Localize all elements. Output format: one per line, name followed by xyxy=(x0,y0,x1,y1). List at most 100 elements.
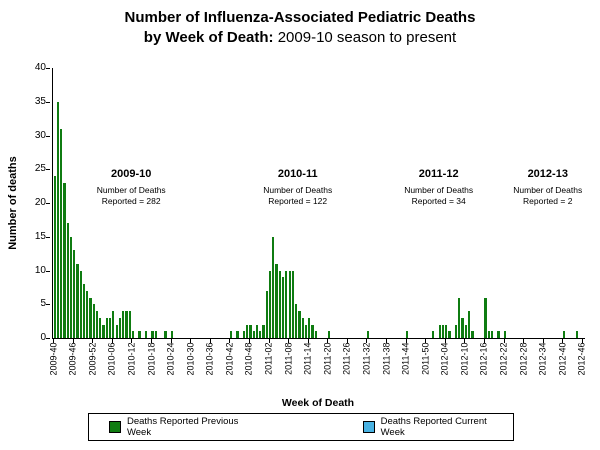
annotation-line2: Reported = 282 xyxy=(101,196,161,207)
chart-title-line2-normal: 2009-10 season to present xyxy=(273,29,457,46)
y-tick-mark xyxy=(46,236,50,238)
y-tick-mark xyxy=(46,101,50,103)
bar-week-2011-15 xyxy=(311,324,314,338)
bar-week-2011-05 xyxy=(278,270,281,338)
bar-week-2012-03 xyxy=(441,324,445,338)
x-tick-mark xyxy=(366,339,368,343)
x-tick-label: 2012-04 xyxy=(439,342,450,376)
bar-week-2011-11 xyxy=(298,311,301,338)
chart-title-line1: Number of Influenza-Associated Pediatric… xyxy=(124,9,476,26)
bars xyxy=(53,68,585,338)
bar-week-2012-20 xyxy=(497,331,500,338)
y-tick-label: 35 xyxy=(34,95,46,107)
x-tick-label: 2012-40 xyxy=(557,342,568,376)
x-tick-mark xyxy=(92,339,94,343)
x-tick-label: 2010-48 xyxy=(243,342,254,376)
annotation-2010-11: 2010-11 Number of Deaths Reported = 122 xyxy=(238,168,358,208)
x-tick-label: 2011-26 xyxy=(341,342,352,375)
annotation-line2: Reported = 2 xyxy=(523,196,573,207)
annotation-season-label: 2012-13 xyxy=(527,168,568,180)
x-tick-label: 2011-20 xyxy=(322,342,333,375)
bar-week-2010-08 xyxy=(118,317,122,338)
annotation-line1: Number of Deaths xyxy=(513,185,583,195)
y-tick-label: 5 xyxy=(40,298,46,310)
bar-week-2012-12 xyxy=(471,331,474,338)
bar-week-2010-07 xyxy=(115,324,118,338)
y-tick-mark xyxy=(46,135,50,137)
bar-week-2012-02 xyxy=(438,324,441,338)
bar-week-2011-02 xyxy=(268,270,272,338)
bar-week-2009-45 xyxy=(69,236,73,338)
bar-week-2010-11 xyxy=(128,311,131,338)
bar-week-2011-06 xyxy=(281,277,285,338)
bar-week-2010-10 xyxy=(125,311,128,338)
bar-week-2011-13 xyxy=(304,324,308,338)
bar-week-2010-02 xyxy=(99,317,102,338)
x-tick-label: 2011-14 xyxy=(302,342,313,375)
bar-week-2011-14 xyxy=(308,317,311,338)
chart-title-line2: by Week of Death: 2009-10 season to pres… xyxy=(0,29,600,46)
y-tick-label: 0 xyxy=(40,332,46,343)
x-tick-label: 2010-42 xyxy=(224,342,235,376)
x-tick-mark xyxy=(190,339,192,343)
x-tick-label: 2009-40 xyxy=(48,342,59,376)
bar-week-2012-05 xyxy=(448,331,451,338)
bar-week-2011-52 xyxy=(432,331,435,338)
y-tick-label: 40 xyxy=(34,62,46,73)
x-tick-mark xyxy=(386,339,388,343)
x-tick-mark xyxy=(209,339,211,343)
x-tick-mark xyxy=(562,339,564,343)
bar-week-2009-40 xyxy=(53,176,56,338)
bar-week-2011-32 xyxy=(366,331,370,338)
x-tick-mark xyxy=(288,339,290,343)
annotation-2012-13: 2012-13 Number of Deaths Reported = 2 xyxy=(488,168,600,208)
legend-swatch-current-week-icon xyxy=(362,421,375,433)
legend-label-current-week: Deaths Reported Current Week xyxy=(380,416,487,438)
bar-week-2010-19 xyxy=(154,331,157,338)
x-tick-label: 2010-24 xyxy=(165,342,176,376)
bar-week-2009-50 xyxy=(86,290,89,338)
bar-week-2011-03 xyxy=(272,236,275,338)
bar-week-2011-09 xyxy=(291,270,294,338)
bar-week-2010-16 xyxy=(144,331,148,338)
bar-week-2012-16 xyxy=(484,297,487,338)
bar-week-2012-11 xyxy=(468,311,471,338)
annotation-line1: Number of Deaths xyxy=(263,185,333,195)
bar-week-2012-10 xyxy=(464,324,467,338)
x-tick-mark xyxy=(72,339,74,343)
bar-week-2010-50 xyxy=(255,324,259,338)
annotation-2011-12: 2011-12 Number of Deaths Reported = 34 xyxy=(379,168,499,208)
bar-week-2011-10 xyxy=(295,304,298,338)
bar-week-2010-52 xyxy=(262,324,265,338)
x-tick-mark xyxy=(307,339,309,343)
x-tick-label: 2012-16 xyxy=(478,342,489,376)
y-tick-label: 25 xyxy=(34,163,46,175)
x-axis-title: Week of Death xyxy=(281,397,355,409)
x-tick-label: 2009-46 xyxy=(67,342,78,376)
annotation-line2: Reported = 34 xyxy=(411,196,466,207)
bar-week-2011-04 xyxy=(275,263,278,338)
bar-week-2009-42 xyxy=(60,128,63,338)
bar-week-2012-44 xyxy=(575,331,578,338)
bar-week-2011-20 xyxy=(327,331,330,338)
bar-week-2010-22 xyxy=(164,331,167,338)
bar-week-2011-08 xyxy=(288,270,291,338)
legend-item-previous-week: Deaths Reported Previous Week xyxy=(109,416,265,438)
y-tick-label: 30 xyxy=(34,129,46,141)
y-tick-mark xyxy=(46,270,50,272)
x-tick-mark xyxy=(464,339,466,343)
annotation-season-label: 2009-10 xyxy=(111,168,152,180)
x-tick-mark xyxy=(346,339,348,343)
y-tick-label: 10 xyxy=(34,264,46,276)
x-tick-label: 2011-02 xyxy=(263,342,274,375)
y-tick-mark xyxy=(46,203,50,204)
annotation-line1: Number of Deaths xyxy=(404,185,474,195)
bar-week-2011-44 xyxy=(406,331,409,338)
bar-week-2012-04 xyxy=(445,324,448,338)
bar-week-2009-46 xyxy=(73,250,76,338)
x-tick-label: 2010-12 xyxy=(126,342,137,376)
bar-week-2012-07 xyxy=(454,324,458,338)
x-tick-label: 2009-52 xyxy=(87,342,98,376)
bar-week-2010-09 xyxy=(122,311,125,338)
